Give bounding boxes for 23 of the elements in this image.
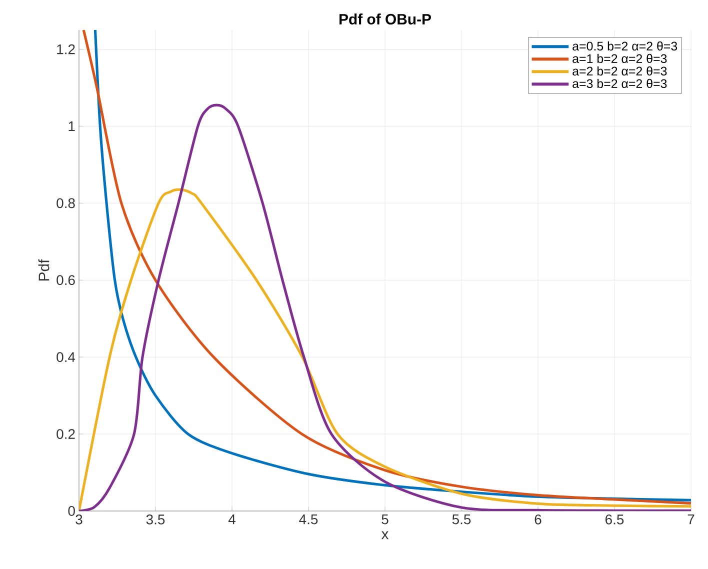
legend-label: a=0.5 b=2 α=2 θ=3 bbox=[572, 41, 678, 51]
x-tick-label: 5.5 bbox=[452, 514, 471, 524]
legend-label: a=1 b=2 α=2 θ=3 bbox=[572, 54, 667, 64]
legend-label: a=3 b=2 α=2 θ=3 bbox=[572, 78, 667, 88]
x-tick-label: 4 bbox=[228, 514, 236, 524]
x-tick-label: 6 bbox=[534, 514, 542, 524]
x-tick-label: 6.5 bbox=[606, 514, 624, 524]
y-tick-label: 0.4 bbox=[56, 352, 76, 362]
x-axis-title: x bbox=[381, 531, 389, 540]
x-tick-label: 3 bbox=[76, 514, 82, 524]
legend-label: a=2 b=2 α=2 θ=3 bbox=[572, 66, 667, 76]
x-tick-label: 4.5 bbox=[299, 514, 318, 524]
x-tick-label: 5 bbox=[382, 514, 388, 524]
y-axis-title: Pdf bbox=[38, 259, 50, 280]
y-tick-label: 1 bbox=[68, 121, 75, 131]
x-tick-label: 7 bbox=[688, 514, 694, 524]
x-tick-label: 3.5 bbox=[146, 514, 165, 524]
chart-title: Pdf of OBu-P bbox=[340, 14, 431, 24]
y-tick-label: 0.8 bbox=[56, 198, 75, 208]
y-tick-label: 0 bbox=[68, 506, 75, 516]
y-tick-label: 1.2 bbox=[57, 44, 75, 54]
y-tick-label: 0.6 bbox=[56, 275, 75, 286]
y-tick-label: 0.2 bbox=[56, 429, 75, 439]
